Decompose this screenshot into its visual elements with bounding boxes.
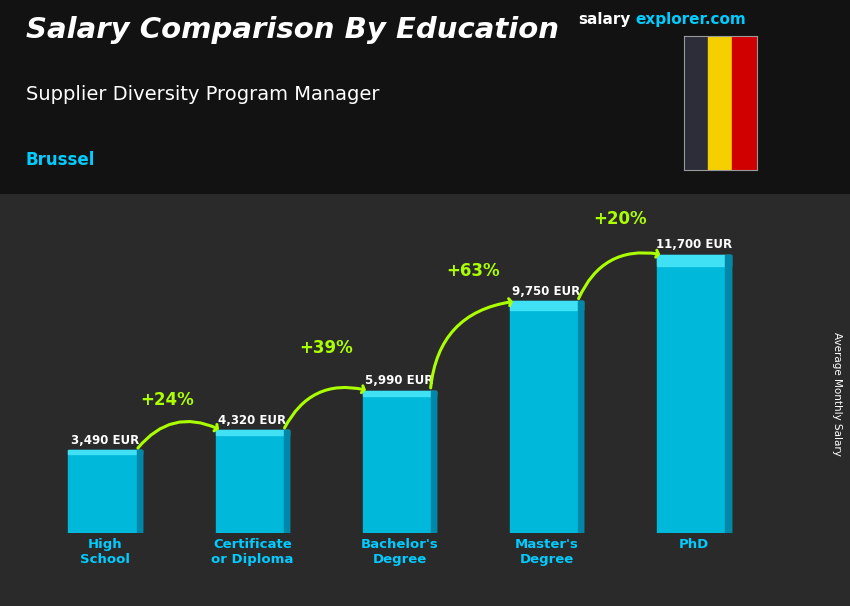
Text: Average Monthly Salary: Average Monthly Salary bbox=[832, 332, 842, 456]
Bar bbox=[733, 36, 757, 170]
Text: +24%: +24% bbox=[140, 391, 194, 409]
Text: +63%: +63% bbox=[446, 262, 500, 281]
Text: +20%: +20% bbox=[593, 210, 647, 228]
Polygon shape bbox=[69, 450, 142, 453]
Text: +39%: +39% bbox=[299, 339, 353, 356]
Polygon shape bbox=[657, 255, 730, 266]
Polygon shape bbox=[578, 301, 583, 533]
Polygon shape bbox=[363, 391, 436, 396]
Polygon shape bbox=[510, 301, 583, 533]
Polygon shape bbox=[216, 430, 289, 435]
Text: explorer.com: explorer.com bbox=[636, 12, 746, 27]
Text: 5,990 EUR: 5,990 EUR bbox=[366, 374, 434, 387]
Polygon shape bbox=[216, 430, 289, 533]
Polygon shape bbox=[69, 450, 142, 533]
Polygon shape bbox=[284, 430, 289, 533]
Polygon shape bbox=[431, 391, 436, 533]
Polygon shape bbox=[510, 301, 583, 310]
Polygon shape bbox=[657, 255, 730, 533]
Text: 3,490 EUR: 3,490 EUR bbox=[71, 434, 139, 447]
Text: Supplier Diversity Program Manager: Supplier Diversity Program Manager bbox=[26, 85, 379, 104]
Polygon shape bbox=[363, 391, 436, 533]
Text: Brussel: Brussel bbox=[26, 152, 95, 169]
Text: Salary Comparison By Education: Salary Comparison By Education bbox=[26, 16, 558, 44]
Polygon shape bbox=[137, 450, 142, 533]
Bar bbox=[684, 36, 708, 170]
Text: 9,750 EUR: 9,750 EUR bbox=[513, 285, 581, 298]
Polygon shape bbox=[725, 255, 730, 533]
Bar bbox=[708, 36, 733, 170]
Text: 4,320 EUR: 4,320 EUR bbox=[218, 414, 286, 427]
Text: salary: salary bbox=[578, 12, 631, 27]
Text: 11,700 EUR: 11,700 EUR bbox=[655, 238, 732, 251]
